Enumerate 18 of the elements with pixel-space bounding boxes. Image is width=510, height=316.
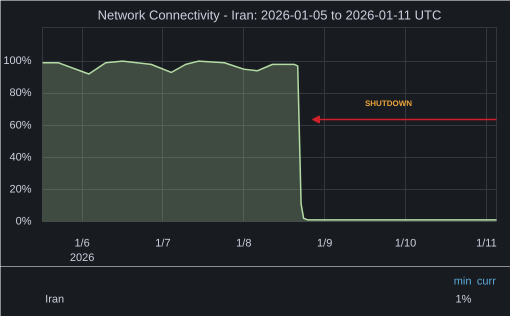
x-tick-label: 1/7 (155, 238, 171, 250)
chart-title: Network Connectivity - Iran: 2026-01-05 to 2026-01-11 UTC (98, 8, 442, 22)
x-tick-label: 1/9 (317, 238, 332, 250)
y-tick-label: 100% (3, 55, 32, 68)
text: Iran (45, 294, 64, 306)
text: min (454, 276, 472, 288)
x-tick-label: 1/11 (476, 238, 497, 250)
y-tick-label: 80% (9, 87, 32, 100)
text: 1% (456, 294, 472, 306)
x-tick-label: 1/6 2026 (70, 238, 94, 264)
y-tick-label: 60% (9, 119, 32, 132)
y-tick-label: 20% (9, 183, 32, 196)
y-tick-label: 0% (16, 216, 32, 228)
annotation: SHUTDOWN (364, 99, 412, 108)
y-tick-label: 40% (9, 151, 32, 164)
x-tick-label: 1/10 (394, 238, 416, 250)
text: curr (476, 276, 496, 288)
x-tick-label: 1/8 (236, 238, 252, 250)
